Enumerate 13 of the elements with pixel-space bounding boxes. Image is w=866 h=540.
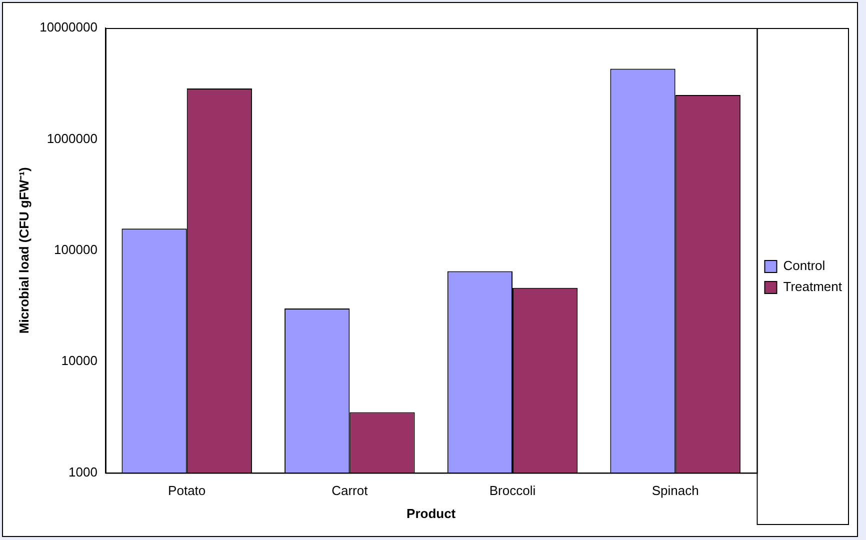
y-tick-label: 10000000 [40, 20, 98, 35]
x-tick-label: Carrot [332, 483, 368, 498]
y-tick-label: 1000000 [46, 130, 98, 146]
legend-label: Treatment [783, 279, 842, 294]
y-tick-label: 1000 [68, 464, 98, 480]
legend-label: Control [783, 258, 826, 274]
x-tick-label: Potato [168, 483, 206, 498]
x-tick-label: Spinach [652, 483, 699, 498]
y-tick-label: 10000 [61, 353, 98, 368]
x-tick-label: Broccoli [489, 483, 536, 498]
y-tick-label: 100000 [54, 242, 98, 257]
x-axis-title: Product [406, 506, 456, 521]
y-axis-title: Microbial load (CFU gFW⁻¹) [16, 167, 32, 334]
